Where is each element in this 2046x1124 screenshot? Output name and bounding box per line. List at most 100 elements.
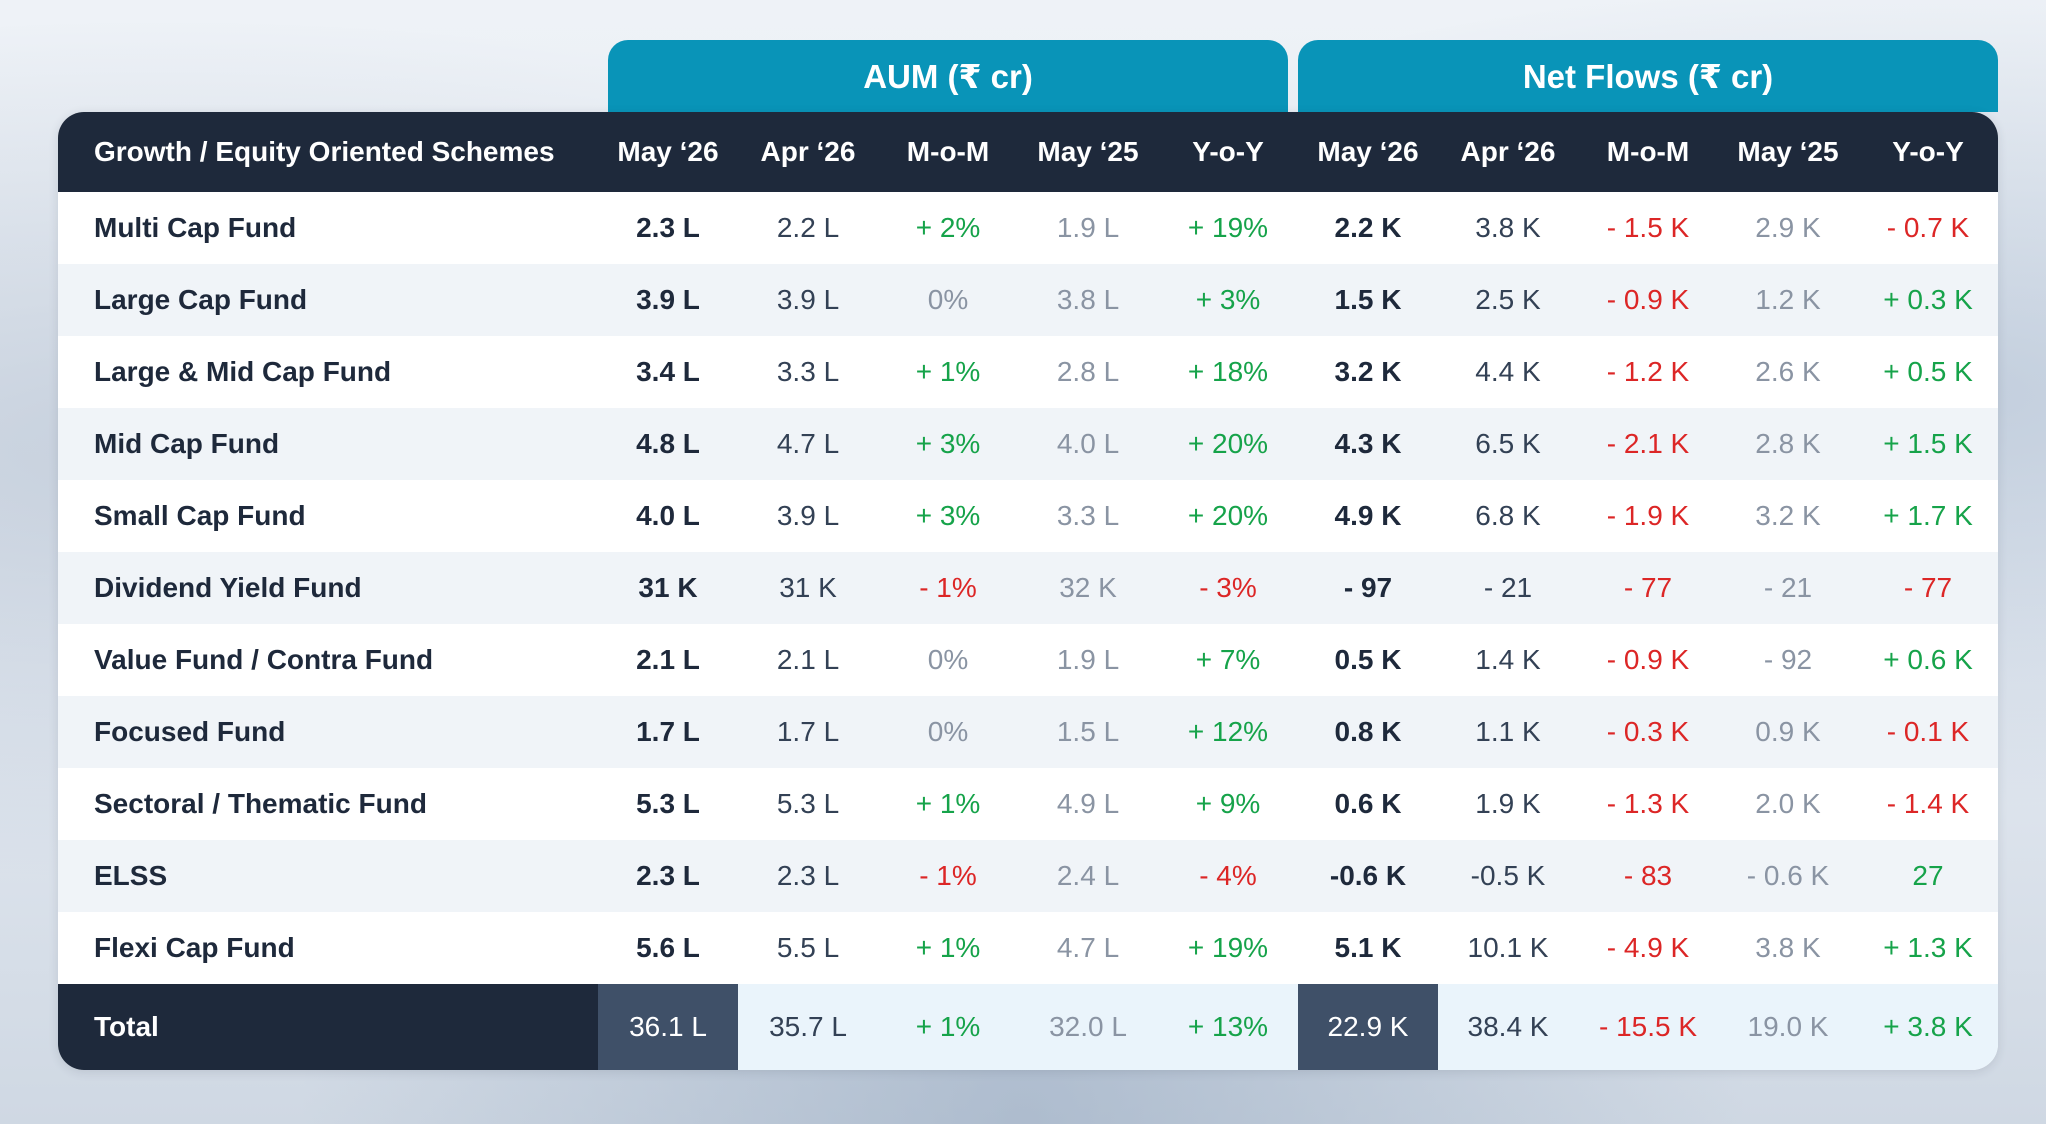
table-cell: 3.8 K <box>1755 932 1821 963</box>
total-cell: + 13% <box>1187 1011 1269 1042</box>
table-cell: 2.8 K <box>1755 428 1821 459</box>
table-cell: - 92 <box>1763 644 1813 675</box>
table-cell: 4.0 L <box>636 500 700 531</box>
total-cell: 22.9 K <box>1298 984 1438 1070</box>
table-cell: - 0.6 K <box>1746 860 1830 891</box>
table-cell: 0.6 K <box>1334 788 1402 819</box>
table-cell: 1.9 K <box>1475 788 1541 819</box>
table-cell: 10.1 K <box>1467 932 1549 963</box>
table-cell: 2.1 L <box>636 644 700 675</box>
table-cell: 27 <box>1912 860 1944 891</box>
table-cell: + 1.7 K <box>1883 500 1973 531</box>
table-cell: 2.4 L <box>1056 860 1120 891</box>
table-cell: 4.7 L <box>1056 932 1120 963</box>
table-cell: 3.8 L <box>1056 284 1120 315</box>
table-row: Flexi Cap Fund 5.6 L 5.5 L + 1% 4.7 L + 19% 5.… <box>58 912 1998 984</box>
table-cell: + 20% <box>1187 428 1269 459</box>
col-header-aum-apr26: Apr ‘26 <box>760 136 856 167</box>
table-row: Large Cap Fund 3.9 L 3.9 L 0% 3.8 L + 3% 1.5 K… <box>58 264 1998 336</box>
table-cell: 31 K <box>779 572 837 603</box>
table-cell: 3.8 K <box>1475 212 1541 243</box>
table-cell: + 0.6 K <box>1883 644 1973 675</box>
table-cell: 1.5 K <box>1334 284 1402 315</box>
table-cell: - 21 <box>1763 572 1813 603</box>
table-cell: + 1.3 K <box>1883 932 1973 963</box>
table-cell: - 77 <box>1903 572 1953 603</box>
table-cell: 4.7 L <box>776 428 840 459</box>
table-cell: + 1% <box>915 788 981 819</box>
col-header-aum-yoy: Y-o-Y <box>1192 136 1264 167</box>
table-cell: + 1% <box>915 932 981 963</box>
total-cell: + 3.8 K <box>1883 1011 1973 1042</box>
scheme-name: Flexi Cap Fund <box>58 912 598 984</box>
table-cell: + 19% <box>1187 212 1269 243</box>
scheme-name: ELSS <box>58 840 598 912</box>
table-cell: 1.2 K <box>1755 284 1821 315</box>
scheme-name-label: Value Fund / Contra Fund <box>94 644 434 675</box>
table-cell: 3.9 L <box>776 500 840 531</box>
table-cell: - 0.9 K <box>1606 644 1690 675</box>
table-cell: 31 K <box>638 572 698 603</box>
table-cell: 2.3 L <box>636 212 700 243</box>
scheme-name: Dividend Yield Fund <box>58 552 598 624</box>
table-cell: - 4% <box>1199 860 1257 891</box>
table-cell: - 4.9 K <box>1606 932 1690 963</box>
scheme-name-label: Small Cap Fund <box>94 500 306 531</box>
table-cell: 2.0 K <box>1755 788 1821 819</box>
table-row: Focused Fund 1.7 L 1.7 L 0% 1.5 L + 12% 0.8 K 1… <box>58 696 1998 768</box>
table-cell: - 1.5 K <box>1606 212 1690 243</box>
table-cell: -0.6 K <box>1329 860 1407 891</box>
table-cell: 2.3 L <box>776 860 840 891</box>
table-cell: 1.7 L <box>636 716 700 747</box>
table-cell: 1.4 K <box>1475 644 1541 675</box>
table-row: Mid Cap Fund 4.8 L 4.7 L + 3% 4.0 L + 20% 4.3 … <box>58 408 1998 480</box>
scheme-name: Mid Cap Fund <box>58 408 598 480</box>
table-cell: 4.0 L <box>1056 428 1120 459</box>
table-row: Multi Cap Fund 2.3 L 2.2 L + 2% 1.9 L + 19% 2.… <box>58 192 1998 264</box>
col-header-flows-may26: May ‘26 <box>1317 136 1419 167</box>
scheme-name-label: Sectoral / Thematic Fund <box>94 788 427 819</box>
table-cell: 0% <box>927 284 969 315</box>
table-cell: 0% <box>927 716 969 747</box>
table-cell: 4.4 K <box>1475 356 1541 387</box>
table-cell: 1.1 K <box>1475 716 1541 747</box>
scheme-name-label: Dividend Yield Fund <box>94 572 362 603</box>
scheme-name: Large Cap Fund <box>58 264 598 336</box>
col-header-aum-may26: May ‘26 <box>617 136 719 167</box>
table-cell: - 0.7 K <box>1886 212 1970 243</box>
col-header-aum-may25: May ‘25 <box>1037 136 1139 167</box>
table-cell: 5.3 L <box>776 788 840 819</box>
col-header-flows-yoy: Y-o-Y <box>1892 136 1964 167</box>
table-row: Dividend Yield Fund 31 K 31 K - 1% 32 K - 3% -… <box>58 552 1998 624</box>
scheme-name-label: Multi Cap Fund <box>94 212 297 243</box>
table-cell: 5.3 L <box>636 788 700 819</box>
table-cell: 1.5 L <box>1056 716 1120 747</box>
table-cell: 2.2 K <box>1334 212 1402 243</box>
col-header-flows-apr26: Apr ‘26 <box>1460 136 1556 167</box>
table-cell: + 1.5 K <box>1883 428 1973 459</box>
table-cell: 5.5 L <box>776 932 840 963</box>
table-cell: 4.3 K <box>1334 428 1402 459</box>
scheme-name-label: Focused Fund <box>94 716 286 747</box>
table-cell: 1.9 L <box>1056 644 1120 675</box>
total-cell: 32.0 L <box>1049 1011 1127 1042</box>
table-cell: 6.8 K <box>1475 500 1541 531</box>
scheme-name: Small Cap Fund <box>58 480 598 552</box>
table-cell: 3.4 L <box>636 356 700 387</box>
table-cell: + 9% <box>1195 788 1261 819</box>
scheme-name: Multi Cap Fund <box>58 192 598 264</box>
table-cell: - 97 <box>1343 572 1393 603</box>
table-row: Large & Mid Cap Fund 3.4 L 3.3 L + 1% 2.8 L +… <box>58 336 1998 408</box>
total-label: Total <box>58 984 598 1070</box>
scheme-name: Sectoral / Thematic Fund <box>58 768 598 840</box>
scheme-name-label: ELSS <box>94 860 168 891</box>
table-cell: -0.5 K <box>1470 860 1546 891</box>
table-cell: + 19% <box>1187 932 1269 963</box>
table-cell: + 0.3 K <box>1883 284 1973 315</box>
table-cell: 5.6 L <box>636 932 700 963</box>
table-row: Small Cap Fund 4.0 L 3.9 L + 3% 3.3 L + 20% 4.… <box>58 480 1998 552</box>
table-cell: 2.6 K <box>1755 356 1821 387</box>
scheme-name-label: Large & Mid Cap Fund <box>94 356 392 387</box>
net-flows-group-header: Net Flows (₹ cr) <box>1298 40 1998 112</box>
scheme-name-label: Mid Cap Fund <box>94 428 280 459</box>
